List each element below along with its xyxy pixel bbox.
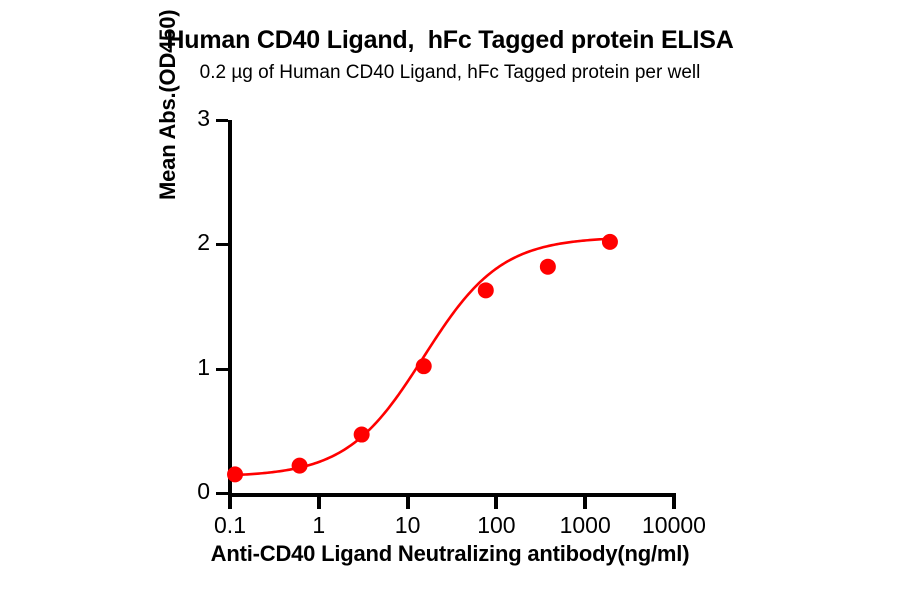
y-axis-tick: 3 [197, 105, 228, 131]
x-axis-line [228, 493, 676, 497]
y-axis-tick: 1 [197, 354, 228, 380]
x-axis-title: Anti-CD40 Ligand Neutralizing antibody(n… [210, 541, 690, 566]
chart-title: Human CD40 Ligand, hFc Tagged protein EL… [166, 26, 734, 54]
y-axis-tick-label: 0 [197, 478, 210, 504]
x-axis-tick-label: 0.1 [214, 512, 246, 538]
x-axis-tick [494, 497, 499, 509]
y-axis-tick: 0 [197, 478, 228, 504]
x-axis-tick-label: 10 [394, 512, 421, 538]
y-axis-tick: 2 [197, 229, 228, 255]
x-axis-tick-label: 100 [477, 512, 516, 538]
x-axis-tick-label: 1 [312, 512, 326, 538]
plot-area: 0 1 2 3 0.1 1 10 100 1000 10000 [197, 105, 706, 538]
x-axis-tick [405, 497, 410, 509]
x-axis-tick-label: 10000 [642, 512, 706, 538]
y-axis-tick-label: 2 [197, 229, 210, 256]
chart-subtitle: 0.2 µg of Human CD40 Ligand, hFc Tagged … [199, 62, 701, 83]
y-axis-tick-label: 3 [197, 105, 210, 131]
y-axis-tick-label: 1 [197, 353, 210, 380]
x-axis-tick [583, 497, 588, 509]
y-axis-line [228, 120, 232, 497]
y-axis-title: Mean Abs.(OD450) [155, 9, 180, 200]
x-axis-tick [672, 497, 676, 509]
x-axis-tick-label: 1000 [559, 512, 611, 538]
x-axis-tick [316, 497, 321, 509]
x-axis-tick [228, 497, 232, 509]
